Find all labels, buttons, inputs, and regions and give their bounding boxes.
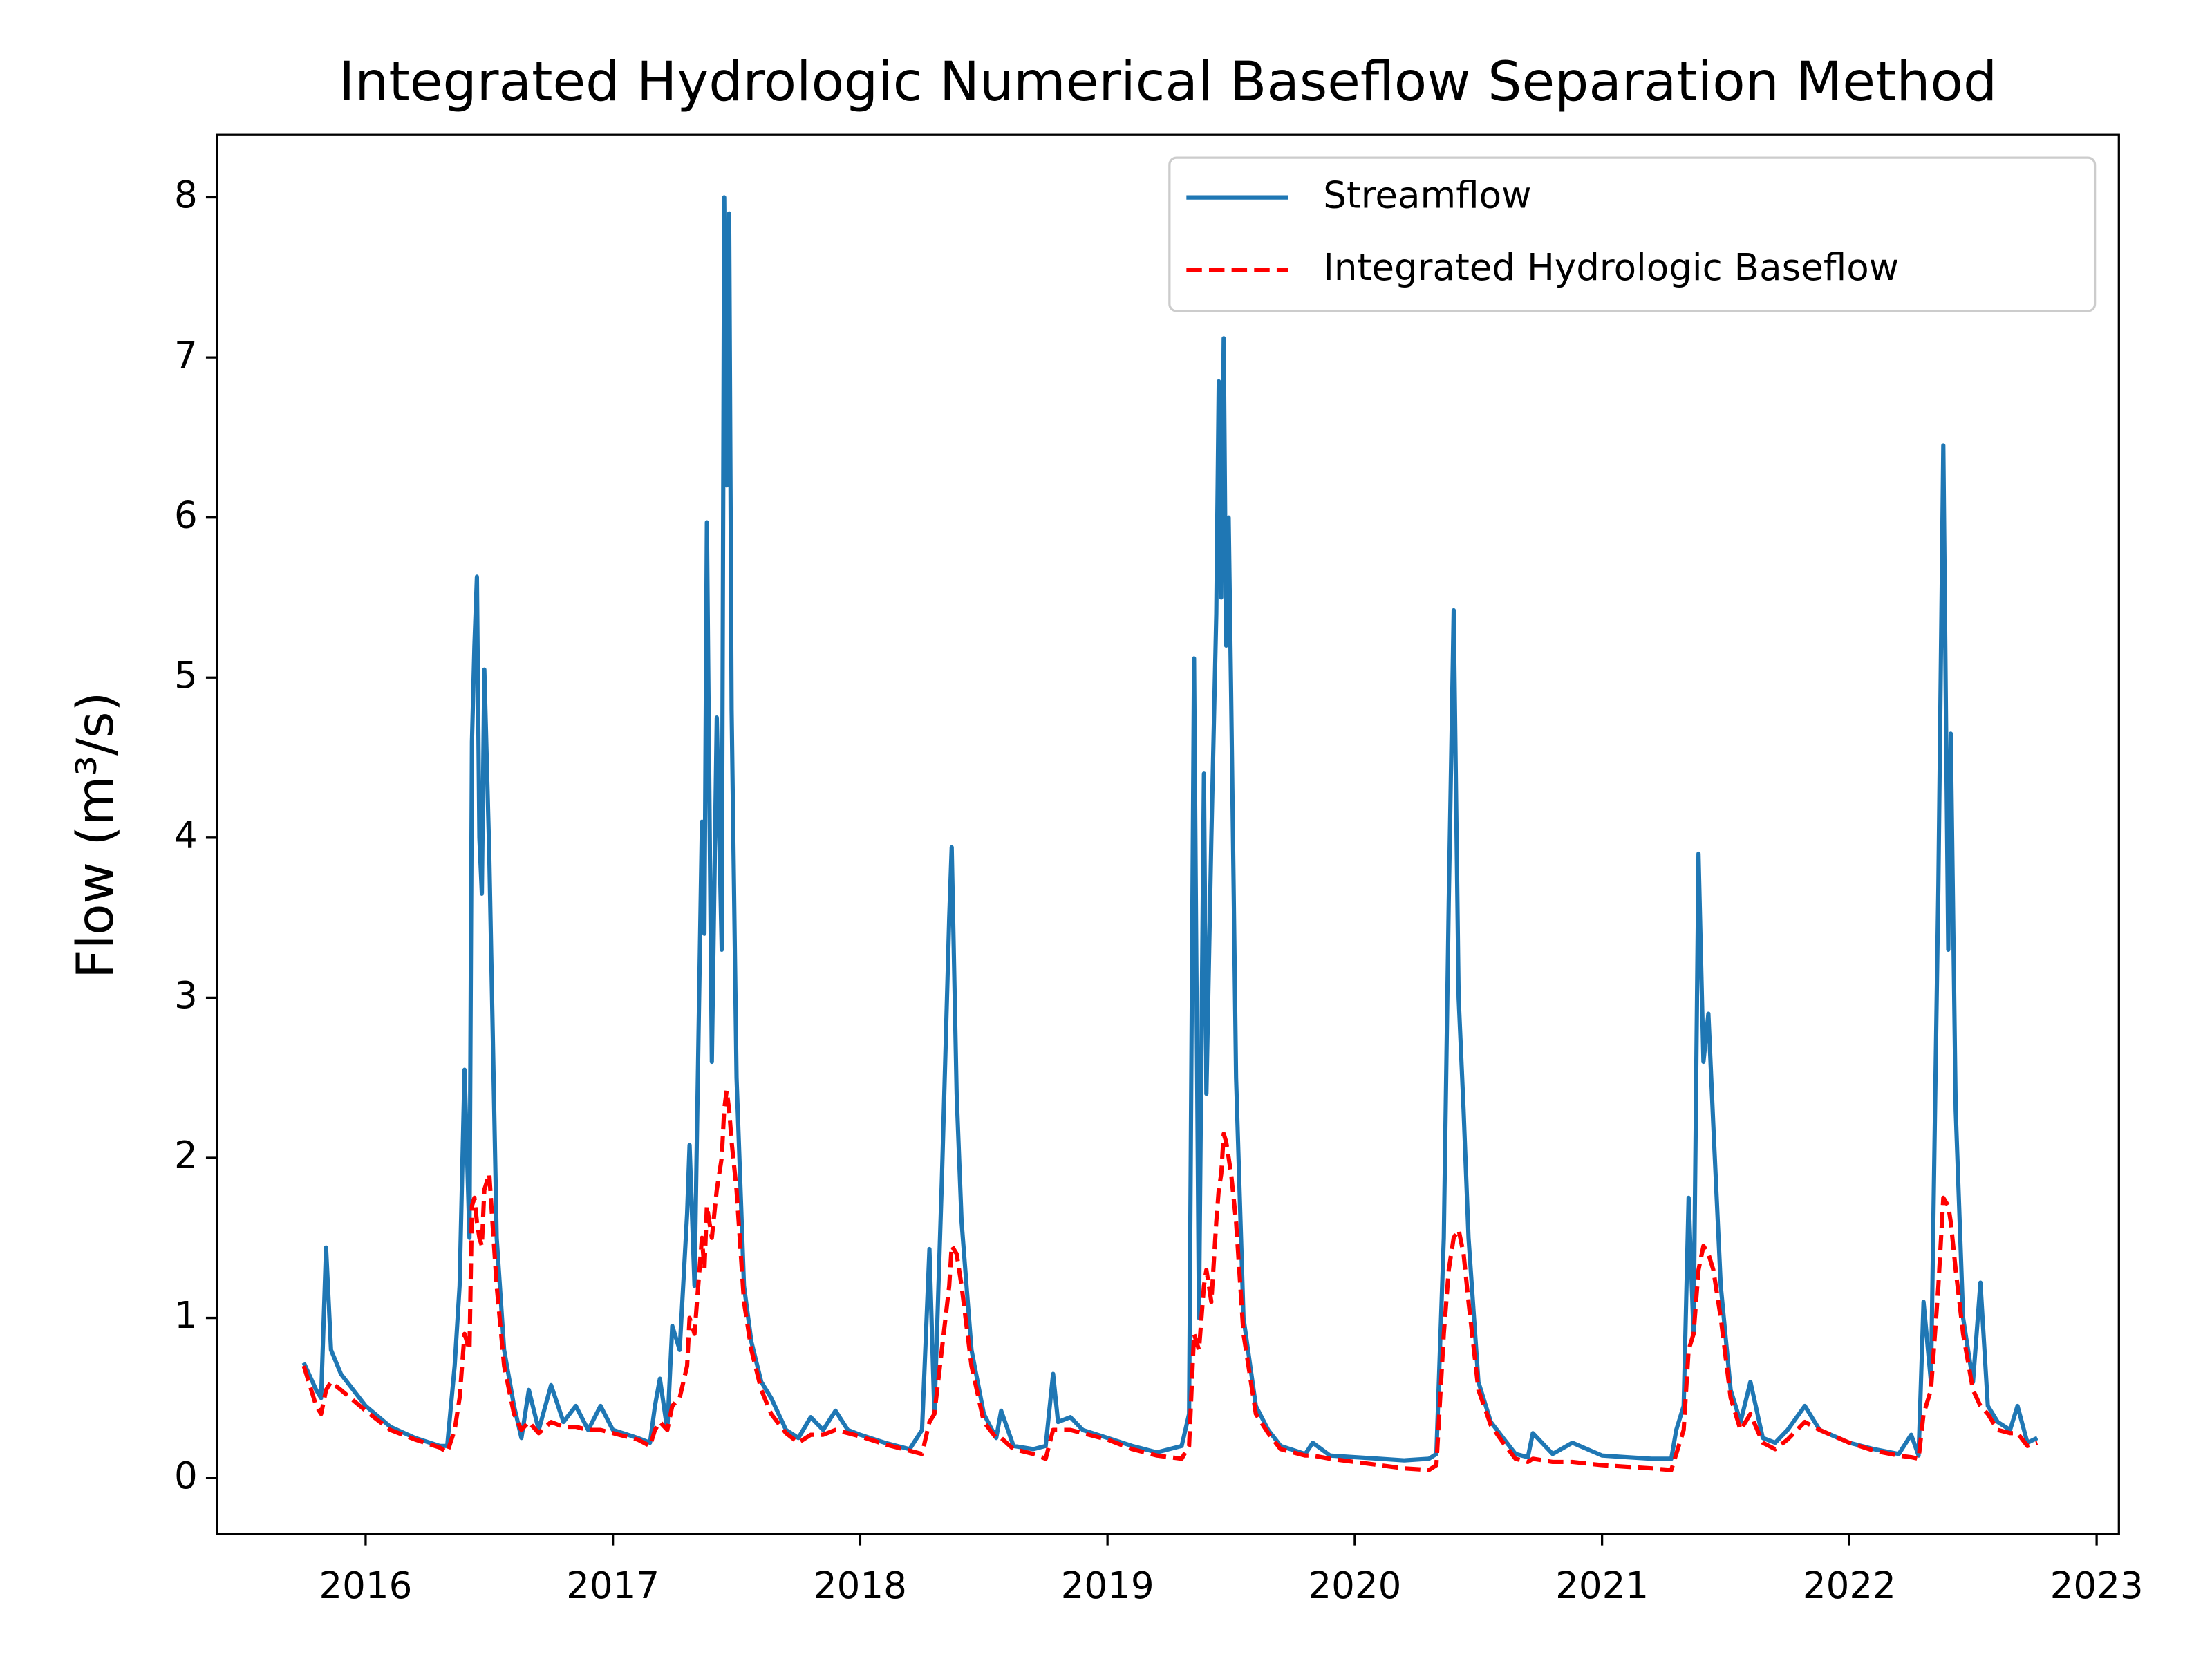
y-tick-label: 2: [174, 1134, 198, 1177]
y-tick-label: 7: [174, 334, 198, 377]
y-tick-label: 1: [174, 1294, 198, 1337]
plot-frame: [216, 133, 2120, 1535]
y-axis-label: Flow (m³/s): [66, 692, 125, 979]
legend-label: Streamflow: [1323, 174, 1531, 216]
x-tick-label: 2018: [814, 1564, 907, 1607]
legend-box: [1168, 156, 2097, 312]
x-tick-label: 2023: [2050, 1564, 2144, 1607]
y-tick-label: 3: [174, 974, 198, 1017]
series-line: [301, 195, 2038, 1463]
y-tick-label: 5: [174, 654, 198, 697]
series-line: [301, 1088, 2038, 1472]
x-tick-label: 2022: [1803, 1564, 1896, 1607]
x-tick-label: 2017: [566, 1564, 659, 1607]
y-tick-label: 0: [174, 1454, 198, 1497]
chart-title: Integrated Hydrologic Numerical Baseflow…: [339, 51, 1997, 113]
x-tick-label: 2021: [1555, 1564, 1649, 1607]
legend-label: Integrated Hydrologic Baseflow: [1323, 246, 1899, 289]
y-tick-label: 4: [174, 814, 198, 856]
x-tick-label: 2016: [319, 1564, 412, 1607]
x-tick-label: 2019: [1061, 1564, 1154, 1607]
y-tick-label: 8: [174, 174, 198, 216]
y-tick-label: 6: [174, 494, 198, 536]
x-tick-label: 2020: [1308, 1564, 1401, 1607]
